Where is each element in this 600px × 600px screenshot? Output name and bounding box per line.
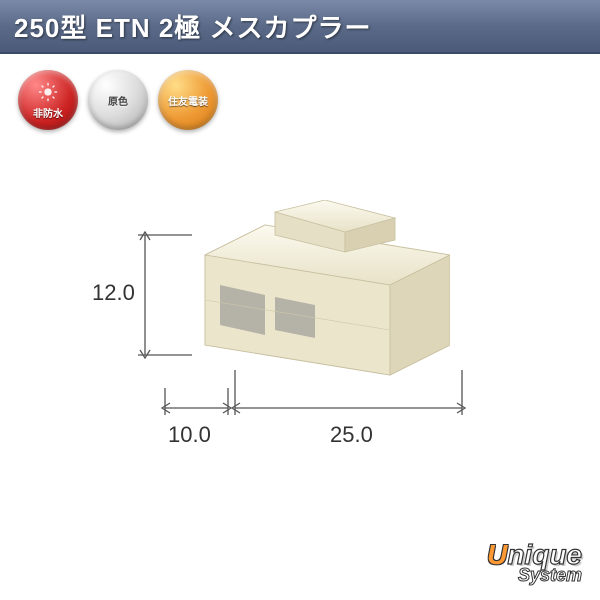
dim-depth: 10.0	[168, 422, 211, 448]
header-bar: 250型 ETN 2極 メスカプラー	[0, 0, 600, 54]
connector-body	[190, 200, 450, 380]
logo-accent: U	[487, 539, 507, 570]
product-diagram: 12.0 10.0 25.0	[120, 160, 520, 480]
badge-color: 原色	[88, 70, 148, 130]
badge-label: 非防水	[33, 105, 63, 120]
badge-label: 原色	[108, 93, 128, 108]
sun-icon	[37, 81, 59, 103]
dim-height: 12.0	[92, 280, 135, 306]
brand-logo: Unique System	[487, 539, 582, 586]
product-title: 250型 ETN 2極 メスカプラー	[14, 8, 372, 45]
badge-row: 非防水 原色 住友電装	[0, 54, 600, 146]
badge-maker: 住友電装	[158, 70, 218, 130]
dim-width: 25.0	[330, 422, 373, 448]
badge-waterproof: 非防水	[18, 70, 78, 130]
badge-label: 住友電装	[168, 93, 208, 108]
